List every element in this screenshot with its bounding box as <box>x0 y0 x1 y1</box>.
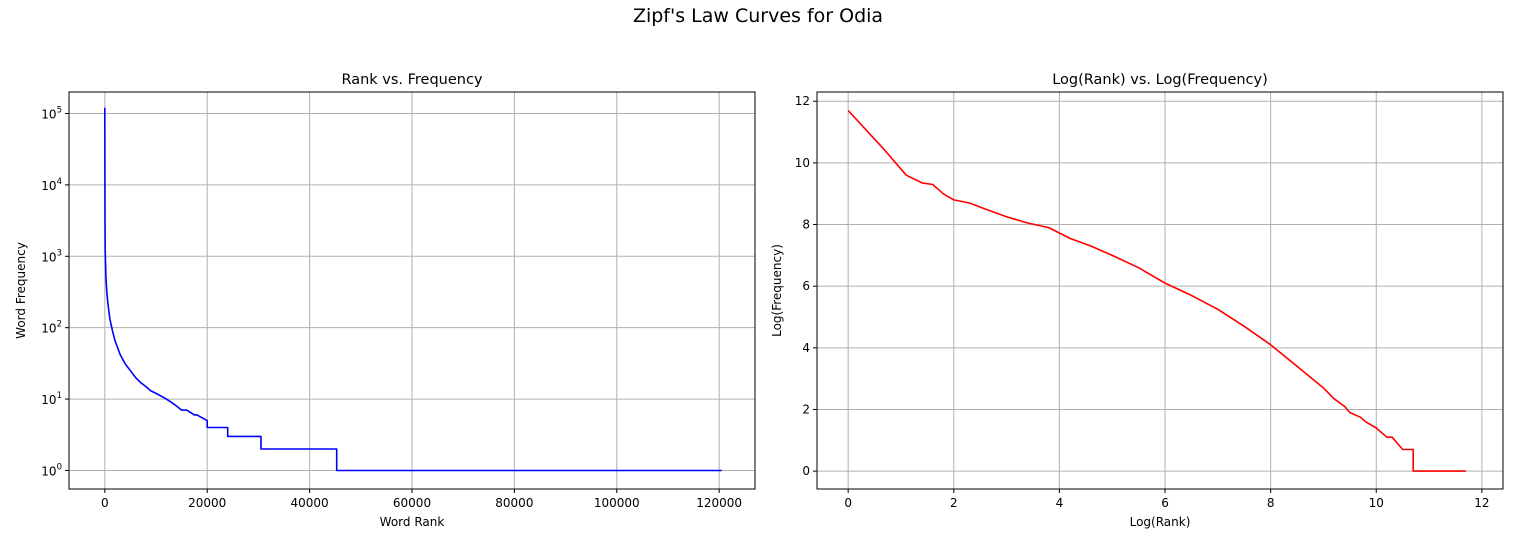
rank-frequency-chart: 0 20000 40000 60000 80000 100000 1200001001011… <box>14 72 756 529</box>
x-tick-label: 120000 <box>696 496 742 510</box>
y-tick-exponent: 3 <box>57 248 62 258</box>
y-tick-label: 100 <box>41 462 62 478</box>
x-tick-label: 80000 <box>495 496 533 510</box>
y-tick-exponent: 4 <box>57 177 62 187</box>
x-tick-label: 0 <box>101 496 109 510</box>
y-tick-label: 10 <box>795 156 810 170</box>
y-tick-label: 103 <box>41 248 62 264</box>
y-tick-base: 10 <box>41 250 56 264</box>
x-tick-label: 20000 <box>188 496 226 510</box>
series-line <box>104 107 722 472</box>
figure-title: Zipf's Law Curves for Odia <box>633 5 883 27</box>
y-tick-base: 10 <box>41 179 56 193</box>
x-tick-label: 100000 <box>594 496 640 510</box>
y-tick-label: 8 <box>802 218 810 232</box>
y-tick-label: 0 <box>802 464 810 478</box>
y-tick-exponent: 0 <box>57 462 62 472</box>
axes-frame <box>816 91 1504 490</box>
y-tick-label: 2 <box>802 402 810 416</box>
x-tick-label: 6 <box>1161 496 1169 510</box>
y-axis-label: Word Frequency <box>14 242 28 339</box>
y-tick-base: 10 <box>41 393 56 407</box>
chart-title: Rank vs. Frequency <box>341 72 483 88</box>
chart-title: Log(Rank) vs. Log(Frequency) <box>1052 72 1268 88</box>
x-tick-label: 0 <box>844 496 852 510</box>
y-tick-label: 101 <box>41 391 62 407</box>
x-tick-label: 8 <box>1267 496 1275 510</box>
log-rank-frequency-chart: 0 2 4 6 8 10 12 0 2 4 6 8 10 12 Log(Rank) vs. Log(Freq… <box>770 72 1504 529</box>
y-tick-label: 102 <box>41 320 62 336</box>
y-tick-label: 6 <box>802 279 810 293</box>
y-axis-label: Log(Frequency) <box>770 244 784 337</box>
y-tick-exponent: 5 <box>57 105 62 115</box>
y-tick-label: 4 <box>802 341 810 355</box>
y-tick-base: 10 <box>41 107 56 121</box>
x-tick-label: 40000 <box>291 496 329 510</box>
y-tick-label: 12 <box>795 94 810 108</box>
y-tick-base: 10 <box>41 464 56 478</box>
x-axis-label: Word Rank <box>380 515 445 529</box>
y-tick-exponent: 1 <box>57 391 62 401</box>
y-tick-label: 104 <box>41 177 62 193</box>
series-line <box>847 109 1466 472</box>
y-tick-exponent: 2 <box>57 320 62 330</box>
y-tick-label: 105 <box>41 105 62 121</box>
y-tick-base: 10 <box>41 322 56 336</box>
x-tick-label: 2 <box>950 496 958 510</box>
x-axis-label: Log(Rank) <box>1130 515 1191 529</box>
x-tick-label: 60000 <box>393 496 431 510</box>
x-tick-label: 4 <box>1056 496 1064 510</box>
x-tick-label: 12 <box>1474 496 1489 510</box>
x-tick-label: 10 <box>1369 496 1384 510</box>
